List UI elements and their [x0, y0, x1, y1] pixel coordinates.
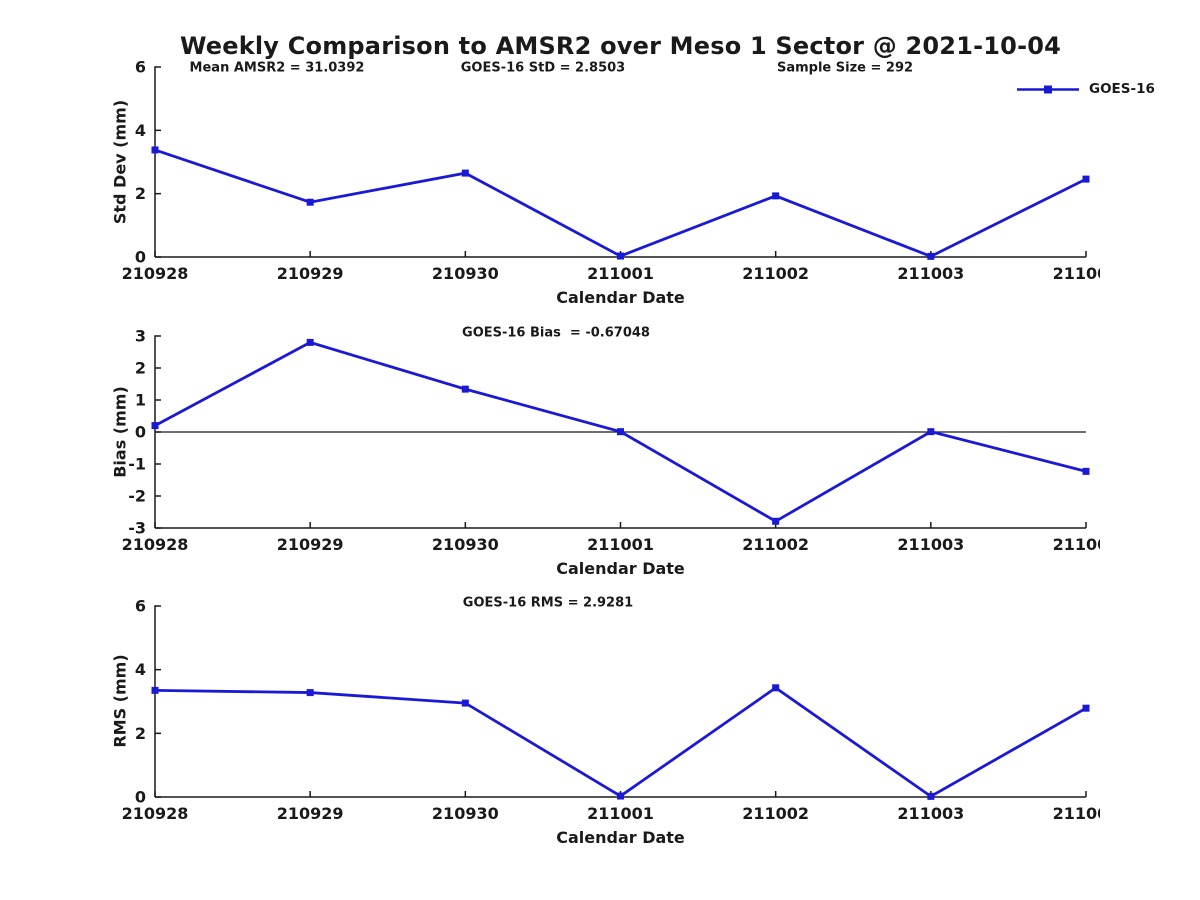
rms-line [154, 686, 1087, 799]
bias-marker [461, 385, 469, 393]
std-dev-line [154, 148, 1087, 258]
y-tick-label: 3 [135, 327, 146, 346]
y-tick-label: -1 [128, 455, 146, 474]
x-tick-label: 210930 [432, 804, 499, 823]
std-dev-marker [1082, 175, 1090, 183]
legend-line-marker-icon [1017, 85, 1079, 93]
x-tick-label: 211002 [742, 535, 809, 554]
subplot-title-rms: GOES-16 RMS = 2.9281 [462, 595, 634, 611]
y-tick-label: 2 [135, 359, 146, 378]
annotation-sample-size: Sample Size = 292 [776, 60, 914, 76]
rms-marker [927, 792, 935, 800]
y-tick-label: 6 [135, 597, 146, 616]
bias-marker [1082, 467, 1090, 475]
rms-marker [306, 689, 314, 697]
y-tick-label: 4 [135, 121, 146, 140]
rms-marker [151, 686, 159, 694]
std-dev-marker [461, 169, 469, 177]
x-tick-label: 211002 [742, 804, 809, 823]
x-tick-label: 210928 [122, 264, 189, 283]
y-tick-label: 4 [135, 660, 146, 679]
x-tick-label: 211003 [897, 264, 964, 283]
figure-title: Weekly Comparison to AMSR2 over Meso 1 S… [179, 32, 1062, 60]
subplot-title-bias: GOES-16 Bias = -0.67048 [462, 325, 650, 341]
std-dev-marker [151, 146, 159, 154]
bias-marker [927, 428, 935, 436]
x-tick-label: 211001 [587, 264, 654, 283]
std-dev-marker [772, 192, 780, 200]
y-tick-label: 6 [135, 58, 146, 77]
y-tick-label: -2 [128, 487, 146, 506]
std-dev-marker [927, 252, 935, 260]
x-axis-label-stddev: Calendar Date [556, 288, 685, 307]
y-tick-label: 2 [135, 724, 146, 743]
y-tick-label: 0 [135, 423, 146, 442]
x-tick-label: 210929 [277, 264, 344, 283]
std-dev-marker [306, 198, 314, 206]
rms-marker [772, 684, 780, 692]
bias-marker [617, 428, 624, 436]
x-axis-label-rms: Calendar Date [556, 828, 685, 847]
bias-marker [306, 338, 314, 346]
y-tick-label: 1 [135, 391, 146, 410]
x-tick-label: 211003 [897, 535, 964, 554]
legend: GOES-16 [1016, 81, 1155, 97]
rms-marker [617, 792, 624, 800]
y-tick-label: -3 [128, 519, 146, 538]
x-tick-label: 211004 [1053, 264, 1100, 283]
x-tick-label: 210929 [277, 804, 344, 823]
x-tick-label: 211004 [1053, 804, 1100, 823]
x-tick-label: 211001 [587, 535, 654, 554]
x-tick-label: 210928 [122, 535, 189, 554]
annotation-goes16-std: GOES-16 StD = 2.8503 [460, 60, 626, 76]
bias-marker [151, 422, 159, 430]
y-tick-label: 0 [135, 248, 146, 267]
rms-marker [461, 699, 469, 707]
x-tick-label: 211002 [742, 264, 809, 283]
x-tick-label: 210928 [122, 804, 189, 823]
x-tick-label: 211003 [897, 804, 964, 823]
x-tick-label: 210930 [432, 535, 499, 554]
std-dev-marker [617, 252, 624, 260]
y-tick-label: 0 [135, 788, 146, 807]
bias-marker [772, 517, 780, 525]
x-tick-label: 210929 [277, 535, 344, 554]
x-tick-label: 211004 [1053, 535, 1100, 554]
x-tick-label: 210930 [432, 264, 499, 283]
annotation-mean-amsr2: Mean AMSR2 = 31.0392 [189, 60, 365, 76]
legend-label: GOES-16 [1089, 81, 1155, 97]
x-tick-label: 211001 [587, 804, 654, 823]
rms-marker [1082, 704, 1090, 712]
x-axis-label-bias: Calendar Date [556, 559, 685, 578]
y-tick-label: 2 [135, 184, 146, 203]
